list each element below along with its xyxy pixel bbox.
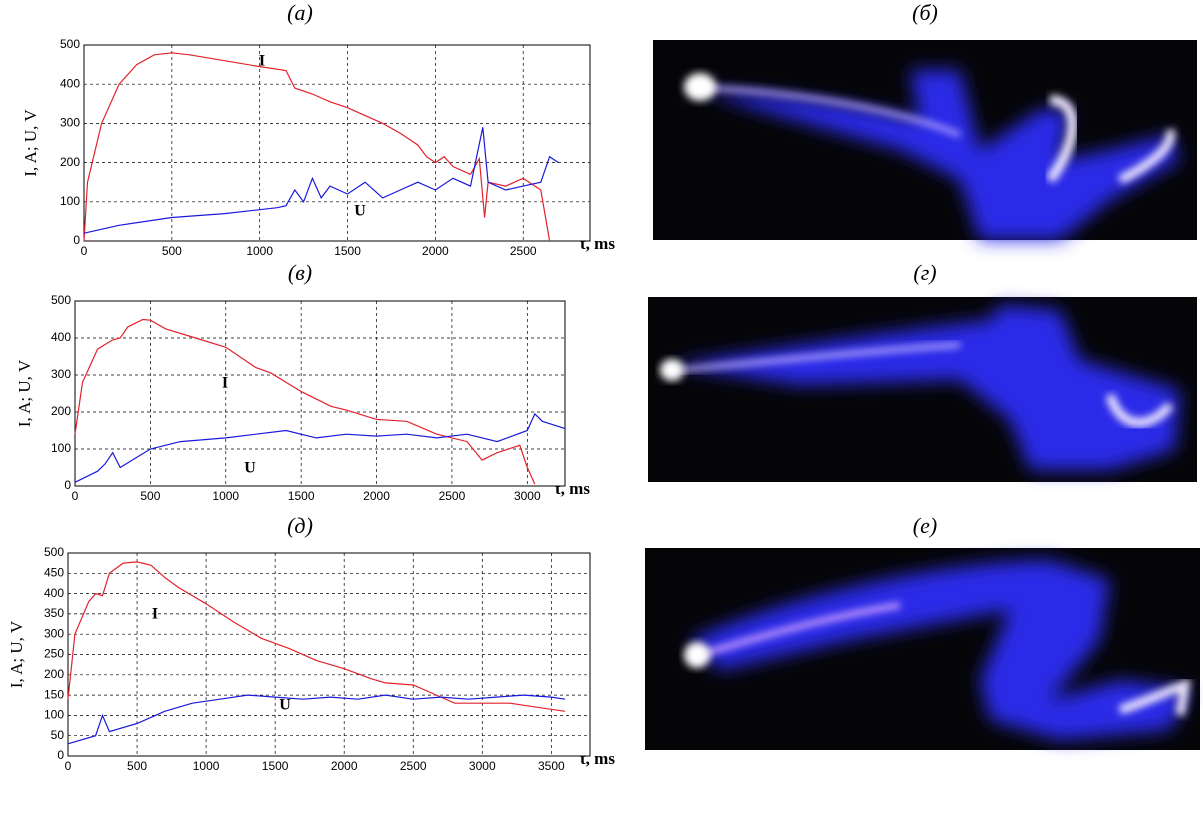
x-tick-label: 500 (162, 244, 182, 258)
x-tick-label: 2000 (363, 489, 390, 503)
y-tick-label: 300 (51, 367, 71, 381)
x-tick-label: 0 (65, 759, 72, 773)
y-tick-label: 50 (51, 728, 65, 742)
y-tick-label: 0 (73, 233, 80, 247)
x-tick-label: 2500 (400, 759, 427, 773)
y-axis-label: I, A; U, V (15, 359, 34, 427)
x-tick-label: 2000 (422, 244, 449, 258)
y-tick-label: 350 (44, 606, 64, 620)
x-tick-label: 1500 (334, 244, 361, 258)
y-tick-label: 0 (57, 748, 64, 762)
y-tick-label: 400 (60, 76, 80, 90)
data-line (74, 412, 566, 483)
x-tick-label: 1000 (212, 489, 239, 503)
data-line (83, 52, 551, 242)
x-tick-label: 3000 (514, 489, 541, 503)
data-line (67, 694, 566, 745)
y-tick-label: 450 (44, 565, 64, 579)
series-label: U (279, 697, 291, 714)
photo-b (653, 40, 1197, 240)
x-tick-label: 0 (81, 244, 88, 258)
y-tick-label: 400 (44, 586, 64, 600)
image-label: (е) (913, 513, 937, 538)
data-line (74, 318, 536, 485)
x-tick-label: 500 (140, 489, 160, 503)
x-tick-label: 2500 (510, 244, 537, 258)
y-tick-label: 250 (44, 647, 64, 661)
y-tick-label: 400 (51, 330, 71, 344)
y-tick-label: 150 (44, 687, 64, 701)
y-tick-label: 200 (60, 155, 80, 169)
x-tick-label: 1500 (288, 489, 315, 503)
photo-g (648, 297, 1197, 482)
data-line (67, 561, 566, 712)
y-tick-label: 500 (44, 545, 64, 559)
y-tick-label: 500 (51, 293, 71, 307)
image-label: (б) (912, 0, 938, 25)
photo-e (645, 548, 1200, 750)
plot-area (83, 44, 591, 242)
y-tick-label: 100 (51, 441, 71, 455)
x-tick-label: 2000 (331, 759, 358, 773)
y-tick-label: 0 (64, 478, 71, 492)
x-tick-label: 2500 (439, 489, 466, 503)
y-tick-label: 200 (44, 667, 64, 681)
series-label: I (259, 53, 265, 70)
y-axis-label: I, A; U, V (7, 620, 26, 688)
y-tick-label: 500 (60, 37, 80, 51)
chart-title: (в) (288, 260, 312, 285)
y-tick-label: 200 (51, 404, 71, 418)
x-tick-label: 500 (127, 759, 147, 773)
series-label: I (152, 606, 158, 623)
image-label: (г) (913, 260, 936, 285)
x-tick-label: 0 (72, 489, 79, 503)
y-tick-label: 300 (44, 626, 64, 640)
chart-title: (а) (287, 0, 313, 25)
y-tick-label: 300 (60, 116, 80, 130)
y-tick-label: 100 (60, 194, 80, 208)
x-tick-label: 3000 (469, 759, 496, 773)
x-tick-label: 1000 (193, 759, 220, 773)
series-label: U (354, 203, 366, 220)
series-label: U (244, 460, 256, 477)
chart-title: (д) (287, 513, 313, 538)
x-tick-label: 1000 (246, 244, 273, 258)
plot-area (74, 300, 566, 487)
x-tick-label: 3500 (538, 759, 565, 773)
series-label: I (222, 375, 228, 392)
data-line (83, 127, 559, 234)
y-axis-label: I, A; U, V (21, 109, 40, 177)
y-tick-label: 100 (44, 708, 64, 722)
x-tick-label: 1500 (262, 759, 289, 773)
